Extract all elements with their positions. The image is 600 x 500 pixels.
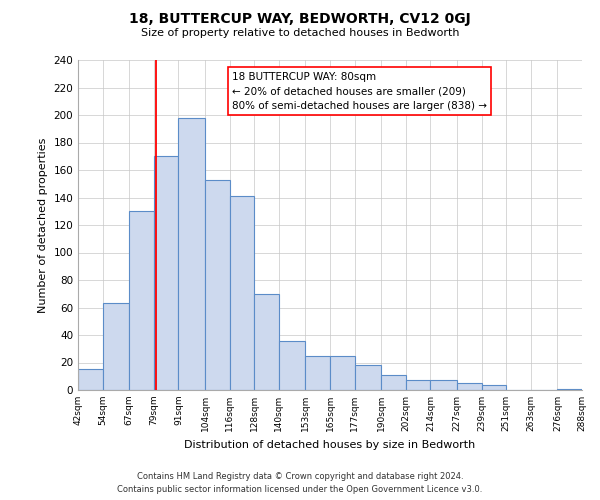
Text: Size of property relative to detached houses in Bedworth: Size of property relative to detached ho… bbox=[141, 28, 459, 38]
Bar bbox=[279, 340, 305, 390]
Bar bbox=[355, 365, 381, 390]
Bar bbox=[254, 294, 279, 390]
Text: 18, BUTTERCUP WAY, BEDWORTH, CV12 0GJ: 18, BUTTERCUP WAY, BEDWORTH, CV12 0GJ bbox=[129, 12, 471, 26]
Bar bbox=[129, 211, 154, 390]
Bar bbox=[482, 384, 506, 390]
Bar bbox=[78, 370, 103, 390]
Bar bbox=[457, 383, 482, 390]
Bar bbox=[406, 380, 430, 390]
Bar bbox=[178, 118, 205, 390]
Bar bbox=[230, 196, 254, 390]
Bar bbox=[330, 356, 355, 390]
Bar bbox=[430, 380, 457, 390]
Bar bbox=[305, 356, 330, 390]
Y-axis label: Number of detached properties: Number of detached properties bbox=[38, 138, 48, 312]
Text: 18 BUTTERCUP WAY: 80sqm
← 20% of detached houses are smaller (209)
80% of semi-d: 18 BUTTERCUP WAY: 80sqm ← 20% of detache… bbox=[232, 72, 487, 111]
Bar bbox=[381, 375, 406, 390]
X-axis label: Distribution of detached houses by size in Bedworth: Distribution of detached houses by size … bbox=[184, 440, 476, 450]
Bar bbox=[154, 156, 178, 390]
Bar bbox=[205, 180, 230, 390]
Text: Contains HM Land Registry data © Crown copyright and database right 2024.
Contai: Contains HM Land Registry data © Crown c… bbox=[118, 472, 482, 494]
Bar bbox=[557, 388, 582, 390]
Bar bbox=[103, 304, 129, 390]
